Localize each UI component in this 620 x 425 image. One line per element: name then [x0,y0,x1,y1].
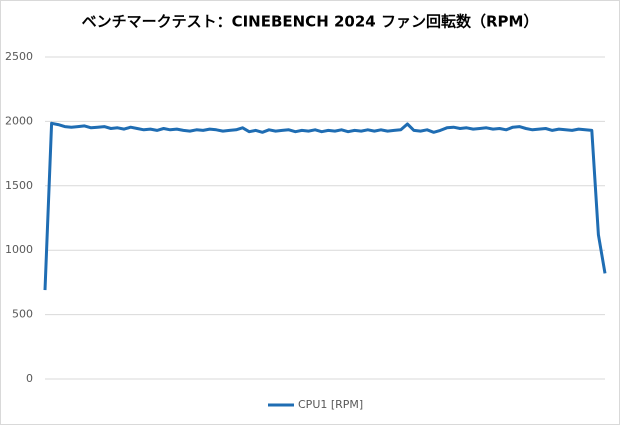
y-tick-label: 2000 [5,114,33,127]
y-tick-label: 1000 [5,243,33,256]
y-tick-label: 1500 [5,179,33,192]
y-tick-label: 2500 [5,50,33,63]
legend-label: CPU1 [RPM] [298,398,363,411]
y-tick-label: 500 [12,308,33,321]
y-tick-label: 0 [26,372,33,385]
chart-title: ベンチマークテスト：CINEBENCH 2024 ファン回転数（RPM） [82,13,539,31]
data-line [43,121,607,291]
